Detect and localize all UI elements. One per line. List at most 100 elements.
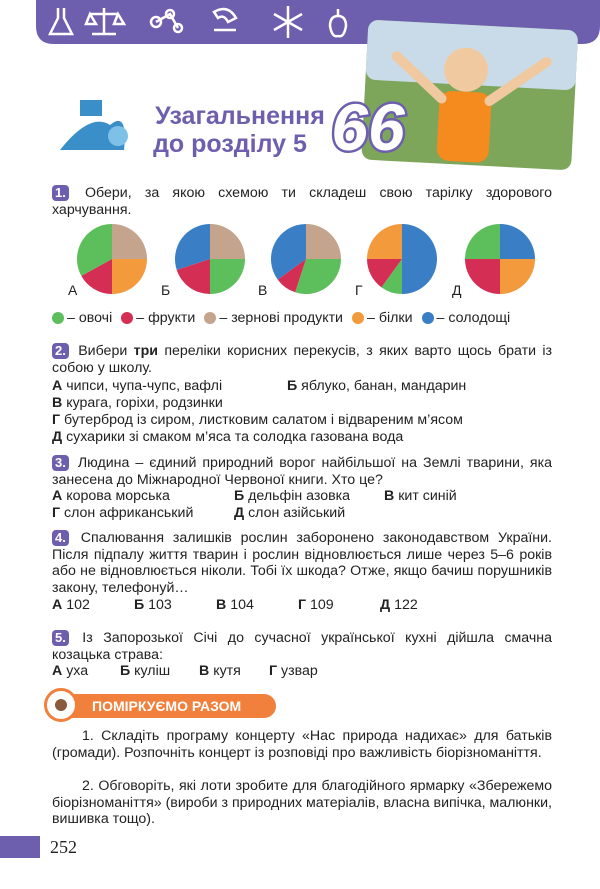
legend-label: – фрукти (136, 310, 196, 326)
discuss-item: 1. Складіть програму концерту «Нас приро… (52, 728, 552, 761)
option: Б дельфін азовка (234, 488, 350, 505)
option: Г узвар (269, 663, 318, 680)
plate-segment (465, 224, 500, 259)
option: А уха (52, 663, 88, 680)
question-text: переліки корисних перекусів, з яких варт… (52, 343, 552, 376)
legend-swatch (52, 312, 64, 325)
question-2: 2. Вибери три переліки корисних перекусі… (52, 343, 552, 376)
legend: – овочі – фрукти – зернові продукти – білки… (52, 310, 519, 329)
question-number: 2. (52, 343, 69, 359)
option-text: кутя (213, 663, 241, 679)
plate-segment (210, 224, 245, 259)
option: Д 122 (380, 597, 418, 614)
option-text: слон азійський (248, 505, 346, 521)
page-number: 252 (50, 837, 77, 857)
option-text: 103 (148, 597, 172, 613)
discuss-item: 2. Обговоріть, які лоти зробите для благ… (52, 778, 552, 827)
option-letter: А (52, 663, 63, 679)
plate-segment (176, 259, 210, 294)
question-number: 5. (52, 630, 69, 646)
legend-swatch (421, 312, 434, 325)
option-letter: В (384, 488, 395, 504)
question-4: 4. Спалювання залишків рослин заборонено… (52, 530, 552, 596)
option-letter: Б (287, 378, 298, 394)
legend-label: – зернові продукти (219, 310, 343, 326)
option-text: корова морська (66, 488, 170, 504)
legend-item: – солодощі (421, 310, 511, 327)
option-letter: В (216, 597, 227, 613)
option-text: узвар (281, 663, 318, 679)
plate-segment (295, 259, 341, 294)
option-text: курага, горіхи, родзинки (66, 395, 223, 411)
header-art: Узагальнення до розділу 5 66 (36, 0, 600, 170)
plate-segment (465, 259, 500, 294)
title-line-2: до розділу 5 (153, 130, 307, 158)
plate-segment (210, 259, 245, 294)
option-text: слон африканський (64, 505, 194, 521)
legend-item: – фрукти (121, 310, 195, 327)
plate-label: Г (355, 282, 363, 298)
option-letter: А (52, 597, 63, 613)
plate-segment (175, 224, 210, 270)
plate-label: В (258, 282, 267, 298)
option: Г слон африканський (52, 505, 193, 522)
legend-swatch (204, 312, 217, 325)
option-letter: В (52, 395, 63, 411)
plate-segment (271, 224, 306, 280)
plate-segment (381, 259, 402, 294)
plate-segment (306, 224, 341, 259)
question-text: Із Запорозької Січі до сучасної українсь… (52, 630, 552, 663)
option-text: куліш (134, 663, 171, 679)
option: А чипси, чупа-чупс, вафлі (52, 378, 222, 395)
option: В 104 (216, 597, 254, 614)
option: В кит синій (384, 488, 457, 505)
legend-swatch (352, 312, 364, 325)
plate-label: Д (452, 282, 462, 298)
plate-segment (277, 259, 306, 293)
option-text: уха (66, 663, 89, 679)
option-letter: Д (234, 505, 245, 521)
question-1: 1. Обери, за якою схемою ти складеш свою… (52, 185, 552, 218)
plate-segment (112, 224, 147, 259)
legend-label: – білки (367, 310, 413, 326)
option-text: чипси, чупа-чупс, вафлі (66, 378, 223, 394)
question-number: 1. (52, 185, 69, 201)
legend-item: – зернові продукти (204, 310, 343, 327)
option-text: 104 (230, 597, 254, 613)
option-letter: Г (298, 597, 307, 613)
question-3: 3. Людина – єдиний природний ворог найбі… (52, 455, 552, 488)
option-letter: Г (52, 412, 61, 428)
legend-label: – солодощі (436, 310, 511, 326)
option-letter: А (52, 378, 63, 394)
option: Б куліш (120, 663, 170, 680)
option: В кутя (199, 663, 241, 680)
option: В курага, горіхи, родзинки (52, 395, 223, 412)
option-letter: Д (380, 597, 391, 613)
option: Г бутерброд із сиром, листковим салатом … (52, 412, 463, 429)
icon-shape (55, 699, 67, 711)
discuss-banner: ПОМІРКУЄМО РАЗОМ (58, 694, 276, 718)
option-text: яблуко, банан, мандарин (301, 378, 467, 394)
question-text: Вибери (78, 343, 128, 359)
plate-label: Б (161, 282, 170, 298)
option-letter: Г (52, 505, 61, 521)
legend-swatch (121, 312, 134, 325)
question-text: Обери, за якою схемою ти складеш свою та… (52, 185, 552, 218)
plate-segment (77, 224, 112, 276)
option: А 102 (52, 597, 90, 614)
option-letter: В (199, 663, 210, 679)
option: Б 103 (134, 597, 172, 614)
discuss-icon (44, 688, 78, 722)
discuss-title: ПОМІРКУЄМО РАЗОМ (92, 698, 242, 714)
question-5: 5. Із Запорозької Січі до сучасної украї… (52, 630, 552, 663)
option: Б яблуко, банан, мандарин (287, 378, 466, 395)
option-text: дельфін азовка (248, 488, 351, 504)
question-text: Людина – єдиний природний ворог найбільш… (52, 455, 552, 488)
option-letter: Б (234, 488, 245, 504)
option-text: 109 (310, 597, 334, 613)
section-number: 66 (331, 90, 406, 164)
plate-segment (81, 259, 112, 294)
plate-segment (500, 259, 535, 294)
option: Г 109 (298, 597, 334, 614)
